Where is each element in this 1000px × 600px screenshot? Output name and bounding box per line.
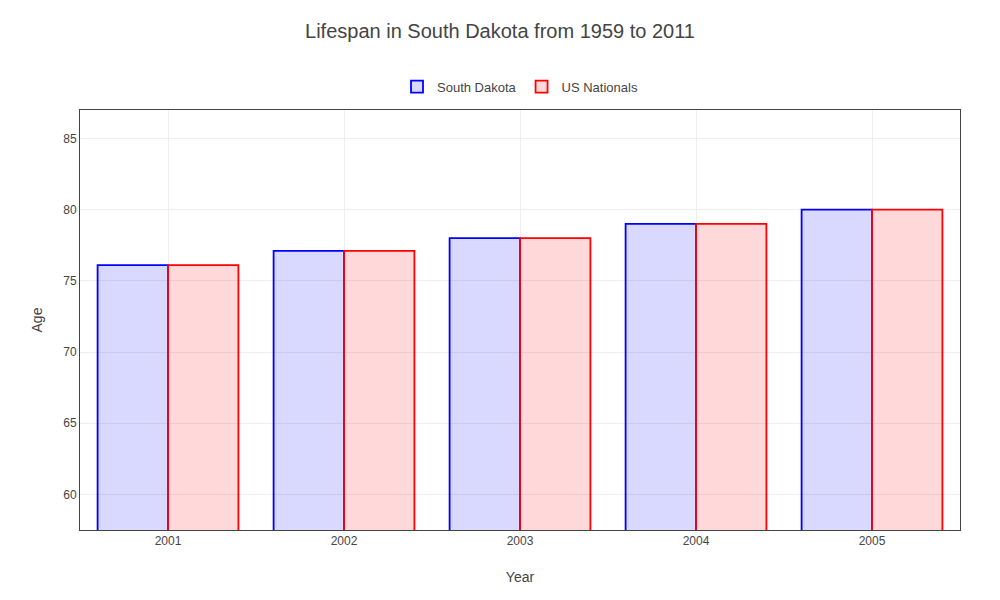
svg-text:85: 85 <box>63 132 77 146</box>
svg-text:Lifespan in South Dakota from: Lifespan in South Dakota from 1959 to 20… <box>305 20 695 42</box>
svg-text:2003: 2003 <box>507 534 534 548</box>
svg-text:70: 70 <box>63 345 77 359</box>
svg-text:2002: 2002 <box>331 534 358 548</box>
svg-text:2004: 2004 <box>683 534 710 548</box>
svg-text:US Nationals: US Nationals <box>562 80 638 95</box>
svg-text:65: 65 <box>63 416 77 430</box>
svg-text:75: 75 <box>63 274 77 288</box>
svg-text:60: 60 <box>63 488 77 502</box>
svg-text:80: 80 <box>63 203 77 217</box>
svg-text:2001: 2001 <box>155 534 182 548</box>
svg-text:Age: Age <box>29 307 45 332</box>
svg-text:Year: Year <box>506 569 535 585</box>
svg-text:South Dakota: South Dakota <box>437 80 517 95</box>
svg-text:2005: 2005 <box>859 534 886 548</box>
